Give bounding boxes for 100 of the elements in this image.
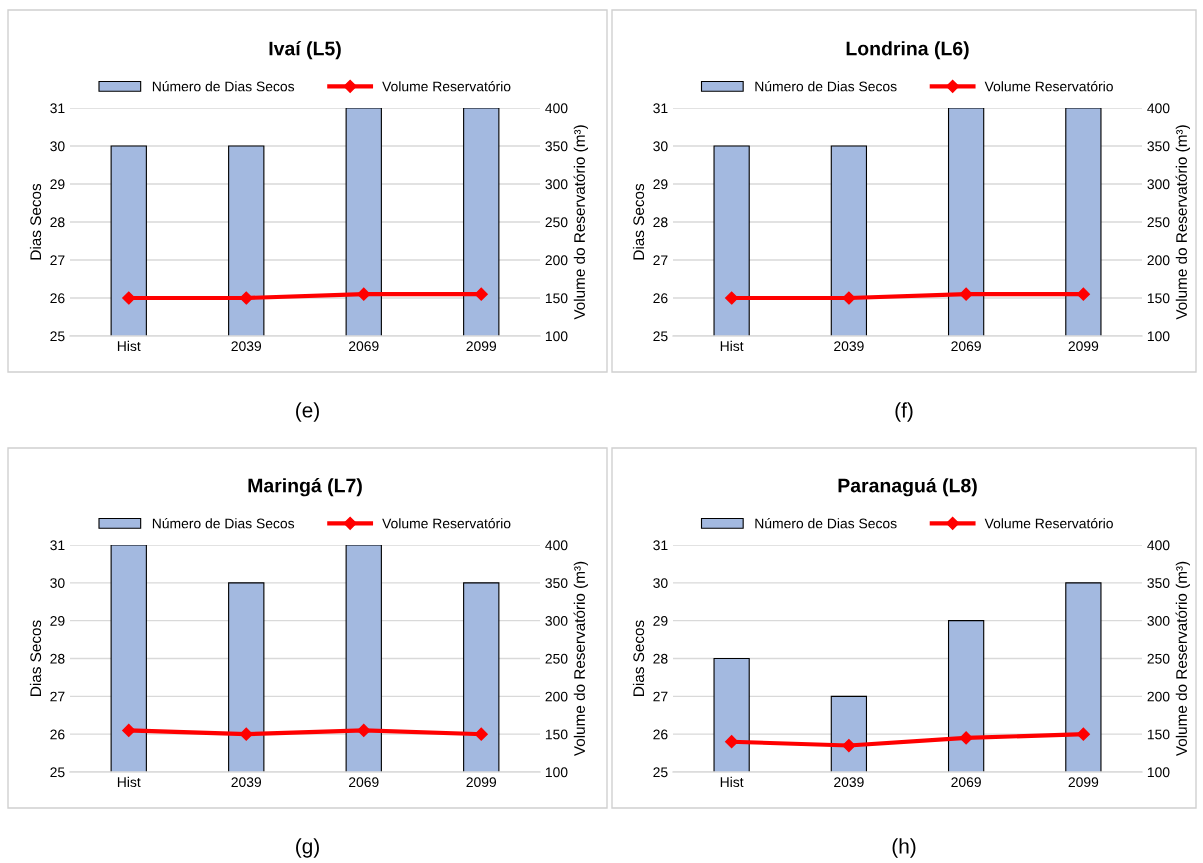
text: (g) — [296, 838, 319, 858]
legend-label: Volume Reservatório — [984, 81, 1113, 92]
chart-title: Londrina (L6) — [846, 41, 969, 60]
x-tick-label: 2069 — [349, 777, 379, 788]
y-tick-label: 26 — [653, 293, 668, 304]
chart-title: Paranaguá (L8) — [838, 477, 977, 497]
y2-tick-label: 300 — [545, 616, 568, 626]
y-axis-title: Dias Secos — [632, 620, 645, 696]
y-tick-label: 31 — [653, 103, 668, 114]
y-axis-title: Dias Secos — [29, 183, 42, 260]
x-tick-label: 2099 — [466, 777, 497, 788]
y2-tick-label: 150 — [1147, 729, 1170, 740]
y2-tick-label: 200 — [1147, 255, 1170, 266]
y2-tick-label: 250 — [545, 653, 568, 664]
legend-label: Número de Dias Secos — [152, 518, 295, 529]
x-tick-label: 2039 — [231, 777, 262, 788]
point — [959, 731, 973, 745]
y-tick-label: 30 — [50, 578, 65, 588]
y2-tick-label: 200 — [545, 255, 568, 266]
y2-tick-label: 250 — [1147, 653, 1170, 664]
x-tick-label: 2099 — [1068, 777, 1099, 788]
y-tick-label: 26 — [50, 293, 65, 304]
legend-label: Número de Dias Secos — [755, 518, 897, 529]
y-tick-label: 28 — [653, 217, 668, 228]
text: (e) — [296, 402, 319, 422]
y-tick-label: 29 — [50, 179, 65, 190]
y-tick-label: 26 — [50, 729, 65, 740]
y-tick-label: 29 — [653, 179, 668, 190]
text: (f) — [895, 402, 913, 422]
y2-tick-label: 300 — [1147, 616, 1170, 626]
x-tick-label: 2069 — [951, 777, 981, 788]
y-tick-label: 31 — [653, 540, 668, 551]
y-tick-label: 30 — [653, 141, 668, 152]
y2-tick-label: 100 — [545, 767, 568, 778]
point — [1076, 727, 1090, 741]
y2-tick-label: 400 — [545, 540, 568, 551]
y2-tick-label: 350 — [1147, 141, 1170, 152]
y2-axis-title: Volume do Reservatório (m³) — [573, 125, 588, 320]
y-axis-title: Dias Secos — [29, 620, 42, 696]
legend-label: Volume Reservatório — [382, 81, 511, 92]
y2-tick-label: 400 — [545, 103, 568, 114]
y2-axis-title: Volume do Reservatório (m³) — [1175, 561, 1190, 757]
y2-tick-label: 200 — [1147, 691, 1170, 702]
y2-tick-label: 350 — [545, 141, 568, 152]
x-tick-label: 2039 — [834, 777, 864, 788]
y-tick-label: 25 — [50, 331, 65, 342]
x-tick-label: 2099 — [1068, 341, 1099, 352]
x-tick-label: Hist — [117, 776, 141, 788]
y2-axis-title: Volume do Reservatório (m³) — [1175, 125, 1190, 320]
y-tick-label: 27 — [50, 255, 65, 266]
y-tick-label: 29 — [653, 616, 668, 626]
y2-axis-title: Volume do Reservatório (m³) — [573, 561, 588, 757]
point — [725, 735, 739, 749]
y2-tick-label: 400 — [1147, 540, 1170, 551]
x-tick-label: 2039 — [834, 341, 864, 352]
text: (h) — [892, 838, 916, 858]
chart-title: Maringá (L7) — [248, 477, 362, 497]
x-tick-label: 2039 — [231, 341, 262, 352]
y2-tick-label: 100 — [545, 331, 568, 342]
x-tick-label: Hist — [720, 340, 744, 352]
y-tick-label: 29 — [50, 616, 65, 626]
chart-title: Ivaí (L5) — [269, 40, 341, 60]
y2-tick-label: 100 — [1147, 767, 1170, 778]
legend-label: Volume Reservatório — [984, 518, 1113, 529]
y2-tick-label: 100 — [1147, 331, 1170, 342]
y-tick-label: 31 — [50, 540, 65, 551]
y2-tick-label: 350 — [545, 578, 568, 588]
y2-tick-label: 250 — [1147, 217, 1170, 228]
y-tick-label: 27 — [50, 691, 65, 702]
y-axis-title: Dias Secos — [632, 183, 645, 260]
legend-label: Número de Dias Secos — [152, 81, 295, 92]
y2-tick-label: 300 — [1147, 179, 1170, 190]
y2-tick-label: 200 — [545, 691, 568, 702]
y-tick-label: 25 — [653, 767, 668, 778]
x-tick-label: 2069 — [349, 341, 379, 352]
y-tick-label: 26 — [653, 729, 668, 740]
y-tick-label: 28 — [50, 653, 65, 664]
y-tick-label: 25 — [653, 331, 668, 342]
y2-tick-label: 350 — [1147, 578, 1170, 588]
y2-tick-label: 150 — [1147, 293, 1170, 304]
y-tick-label: 30 — [653, 578, 668, 588]
y-tick-label: 27 — [653, 255, 668, 266]
y-tick-label: 28 — [50, 217, 65, 228]
x-tick-label: Hist — [117, 340, 141, 352]
y2-tick-label: 250 — [545, 217, 568, 228]
x-tick-label: Hist — [720, 776, 744, 788]
x-tick-label: 2099 — [466, 341, 497, 352]
legend-label: Volume Reservatório — [382, 518, 511, 529]
y2-tick-label: 150 — [545, 293, 568, 304]
y2-tick-label: 150 — [545, 729, 568, 740]
y2-tick-label: 300 — [545, 179, 568, 190]
legend-label: Número de Dias Secos — [755, 81, 897, 92]
y-tick-label: 25 — [50, 767, 65, 778]
point — [842, 738, 856, 753]
y-tick-label: 27 — [653, 691, 668, 702]
y-tick-label: 28 — [653, 653, 668, 664]
y-tick-label: 31 — [50, 103, 65, 114]
y-tick-label: 30 — [50, 141, 65, 152]
x-tick-label: 2069 — [951, 341, 981, 352]
y2-tick-label: 400 — [1147, 103, 1170, 114]
